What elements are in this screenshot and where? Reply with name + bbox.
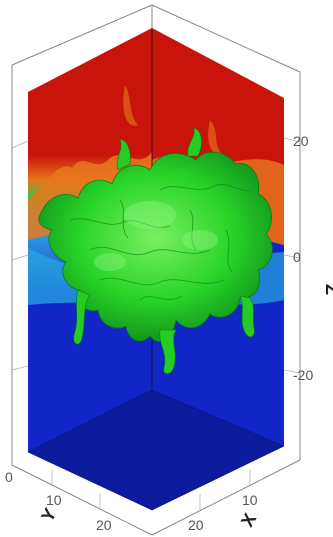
- bounding-box: [11, 4, 301, 536]
- y-tick-0: 0: [5, 469, 13, 485]
- interface-surface: [38, 127, 273, 375]
- x-axis-title: X: [237, 510, 260, 530]
- y-tick-1: 10: [46, 492, 62, 508]
- x-tick-0: 10: [242, 492, 258, 508]
- y-tick-2: 20: [96, 517, 112, 533]
- z-tick-2: -20: [293, 367, 313, 383]
- x-tick-1: 20: [188, 517, 204, 533]
- floor: [27, 389, 285, 511]
- z-tick-1: 0: [293, 249, 301, 265]
- z-axis-title: Z: [322, 284, 333, 295]
- z-tick-0: 20: [293, 133, 309, 149]
- grid-lines: [11, 137, 301, 510]
